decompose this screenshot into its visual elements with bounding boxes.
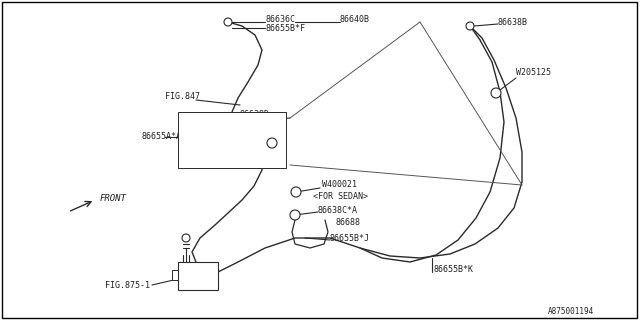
Circle shape bbox=[224, 18, 232, 26]
Text: 86655B*K: 86655B*K bbox=[434, 266, 474, 275]
Text: <FOR SEDAN>: <FOR SEDAN> bbox=[313, 191, 368, 201]
Text: 86655A*A: 86655A*A bbox=[142, 132, 182, 140]
Circle shape bbox=[291, 187, 301, 197]
Text: 86655B*F: 86655B*F bbox=[265, 23, 305, 33]
Circle shape bbox=[491, 88, 501, 98]
Text: FIG.847: FIG.847 bbox=[165, 92, 200, 100]
Bar bbox=[178, 262, 218, 290]
Text: 86638D: 86638D bbox=[240, 109, 270, 118]
Text: 86636C: 86636C bbox=[265, 14, 295, 23]
Circle shape bbox=[182, 234, 190, 242]
Bar bbox=[178, 112, 286, 168]
Circle shape bbox=[267, 138, 277, 148]
Text: FIG.875-1: FIG.875-1 bbox=[105, 282, 150, 291]
Text: FRONT: FRONT bbox=[100, 194, 127, 203]
Text: A875001194: A875001194 bbox=[548, 308, 595, 316]
Text: 86638C*A: 86638C*A bbox=[318, 205, 358, 214]
Text: W205125: W205125 bbox=[516, 68, 551, 76]
Circle shape bbox=[290, 210, 300, 220]
Text: 86688: 86688 bbox=[335, 218, 360, 227]
Circle shape bbox=[466, 22, 474, 30]
Text: 86638B: 86638B bbox=[498, 18, 528, 27]
Text: W400021: W400021 bbox=[322, 180, 357, 188]
Text: 86655B*J: 86655B*J bbox=[330, 234, 370, 243]
Bar bbox=[172, 270, 178, 280]
Text: 86640B: 86640B bbox=[340, 14, 370, 23]
